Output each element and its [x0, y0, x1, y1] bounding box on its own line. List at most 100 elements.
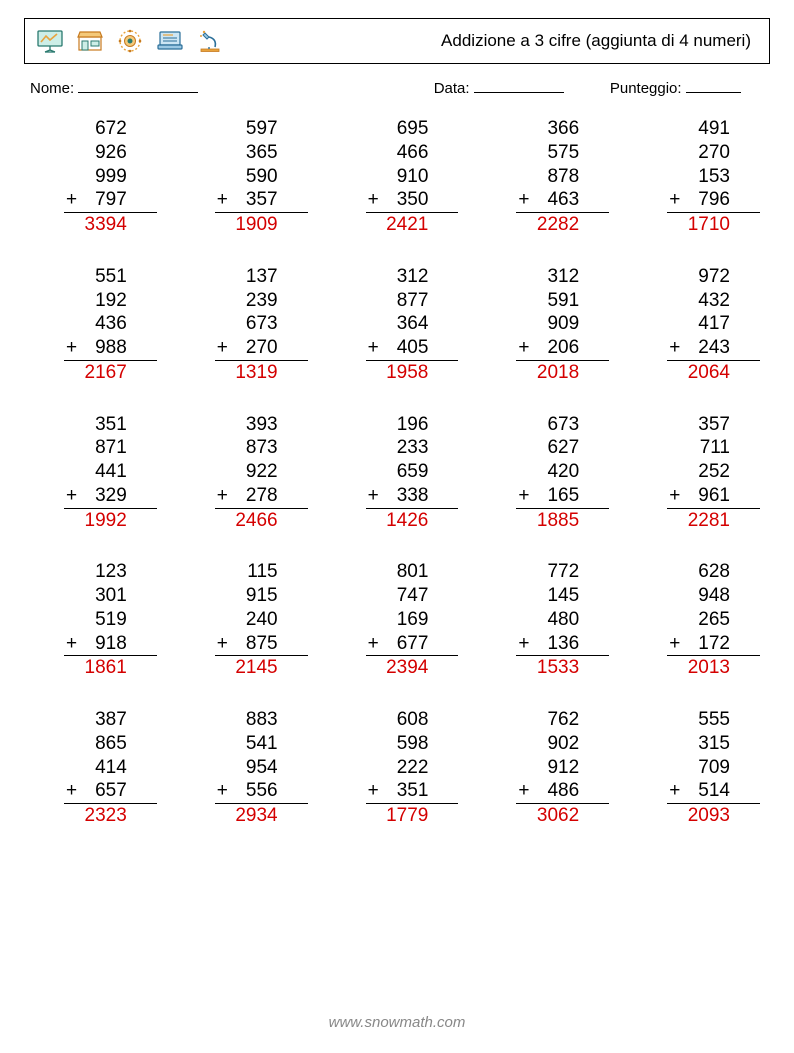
addend: 541 — [185, 732, 308, 756]
addend: 196 — [336, 413, 459, 437]
answer: 1533 — [486, 656, 609, 680]
problem: 772145480+1361533 — [486, 560, 609, 680]
addend-last: +136 — [516, 632, 609, 657]
problem: 762902912+4863062 — [486, 708, 609, 828]
addend: 441 — [34, 460, 157, 484]
problem: 883541954+5562934 — [185, 708, 308, 828]
addend: 873 — [185, 436, 308, 460]
addend: 598 — [336, 732, 459, 756]
problem: 387865414+6572323 — [34, 708, 157, 828]
addend-last: +165 — [516, 484, 609, 509]
plus-sign: + — [669, 779, 680, 803]
addend: 137 — [185, 265, 308, 289]
addend: 417 — [637, 312, 760, 336]
addend-last: +329 — [64, 484, 157, 509]
date-blank[interactable] — [474, 78, 564, 93]
score-field: Punteggio: — [610, 78, 764, 97]
addend: 312 — [486, 265, 609, 289]
plus-sign: + — [518, 632, 529, 656]
answer: 2093 — [637, 804, 760, 828]
addend-last: +556 — [215, 779, 308, 804]
plus-sign: + — [518, 484, 529, 508]
answer: 2018 — [486, 361, 609, 385]
header-icons — [35, 29, 225, 53]
plus-sign: + — [66, 779, 77, 803]
score-blank[interactable] — [686, 78, 741, 93]
plus-sign: + — [368, 484, 379, 508]
worksheet-title: Addizione a 3 cifre (aggiunta di 4 numer… — [225, 31, 759, 51]
addend: 695 — [336, 117, 459, 141]
addend: 301 — [34, 584, 157, 608]
addend: 466 — [336, 141, 459, 165]
addend: 414 — [34, 756, 157, 780]
answer: 2282 — [486, 213, 609, 237]
answer: 2145 — [185, 656, 308, 680]
answer: 1909 — [185, 213, 308, 237]
problem: 312591909+2062018 — [486, 265, 609, 385]
storefront-icon — [75, 29, 105, 53]
addend: 420 — [486, 460, 609, 484]
answer: 2064 — [637, 361, 760, 385]
addend: 252 — [637, 460, 760, 484]
problem: 972432417+2432064 — [637, 265, 760, 385]
problem: 673627420+1651885 — [486, 413, 609, 533]
addend-last: +463 — [516, 188, 609, 213]
addend: 387 — [34, 708, 157, 732]
addend-last: +797 — [64, 188, 157, 213]
addend: 608 — [336, 708, 459, 732]
problem: 196233659+3381426 — [336, 413, 459, 533]
presentation-icon — [35, 29, 65, 53]
addend: 555 — [637, 708, 760, 732]
problem: 393873922+2782466 — [185, 413, 308, 533]
addend: 480 — [486, 608, 609, 632]
problem: 597365590+3571909 — [185, 117, 308, 237]
answer: 1779 — [336, 804, 459, 828]
addend: 948 — [637, 584, 760, 608]
problem: 115915240+8752145 — [185, 560, 308, 680]
plus-sign: + — [217, 632, 228, 656]
plus-sign: + — [518, 188, 529, 212]
addend-last: +405 — [366, 336, 459, 361]
addend-last: +243 — [667, 336, 760, 361]
addend: 628 — [637, 560, 760, 584]
addend: 312 — [336, 265, 459, 289]
addend: 883 — [185, 708, 308, 732]
addend: 551 — [34, 265, 157, 289]
problems-grid: 672926999+7973394597365590+3571909695466… — [24, 117, 770, 828]
name-label: Nome: — [30, 80, 74, 97]
name-blank[interactable] — [78, 78, 198, 93]
addend-last: +338 — [366, 484, 459, 509]
score-label: Punteggio: — [610, 80, 682, 97]
plus-sign: + — [518, 336, 529, 360]
addend: 351 — [34, 413, 157, 437]
plus-sign: + — [669, 336, 680, 360]
problem: 608598222+3511779 — [336, 708, 459, 828]
addend: 366 — [486, 117, 609, 141]
addend-last: +677 — [366, 632, 459, 657]
addend: 902 — [486, 732, 609, 756]
problem: 628948265+1722013 — [637, 560, 760, 680]
plus-sign: + — [217, 188, 228, 212]
addend: 972 — [637, 265, 760, 289]
problem: 551192436+9882167 — [34, 265, 157, 385]
addend: 922 — [185, 460, 308, 484]
plus-sign: + — [217, 779, 228, 803]
footer-watermark: www.snowmath.com — [0, 1014, 794, 1031]
addend: 954 — [185, 756, 308, 780]
addend: 436 — [34, 312, 157, 336]
addend: 590 — [185, 165, 308, 189]
addend: 575 — [486, 141, 609, 165]
addend: 912 — [486, 756, 609, 780]
addend-last: +796 — [667, 188, 760, 213]
addend: 270 — [637, 141, 760, 165]
answer: 2466 — [185, 509, 308, 533]
plus-sign: + — [669, 632, 680, 656]
plus-sign: + — [217, 484, 228, 508]
plus-sign: + — [368, 779, 379, 803]
addend-last: +988 — [64, 336, 157, 361]
addend: 762 — [486, 708, 609, 732]
addend: 709 — [637, 756, 760, 780]
answer: 1710 — [637, 213, 760, 237]
name-field: Nome: — [30, 78, 434, 97]
problem: 312877364+4051958 — [336, 265, 459, 385]
